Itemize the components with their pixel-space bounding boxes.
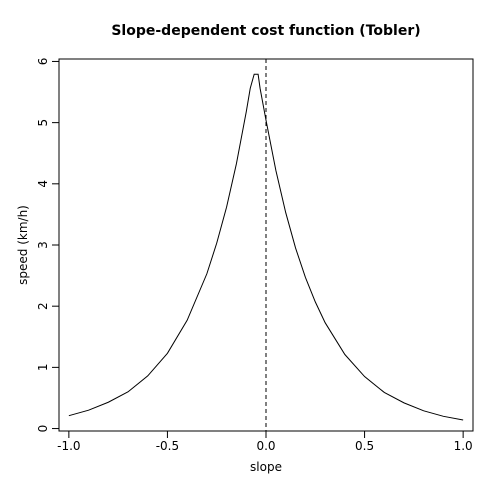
chart-title: Slope-dependent cost function (Tobler) [111, 23, 420, 39]
y-tick-label: 6 [36, 58, 50, 66]
x-axis: -1.0 -0.5 0.0 0.5 1.0 [57, 430, 473, 453]
x-tick-label: 0.5 [355, 439, 374, 453]
x-axis-label: slope [250, 460, 282, 474]
y-tick-label: 0 [36, 425, 50, 433]
y-tick-label: 4 [36, 180, 50, 188]
speed-curve [68, 73, 464, 421]
x-tick-label: -0.5 [156, 439, 179, 453]
y-axis-label: speed (km/h) [16, 205, 30, 285]
y-tick-label: 3 [36, 241, 50, 249]
x-tick-label: -1.0 [57, 439, 80, 453]
y-tick-label: 5 [36, 119, 50, 127]
y-tick-label: 1 [36, 364, 50, 372]
x-tick-label: 1.0 [454, 439, 473, 453]
y-axis: 0 1 2 3 4 5 6 [36, 58, 60, 433]
x-tick-label: 0.0 [256, 439, 275, 453]
y-tick-label: 2 [36, 302, 50, 310]
